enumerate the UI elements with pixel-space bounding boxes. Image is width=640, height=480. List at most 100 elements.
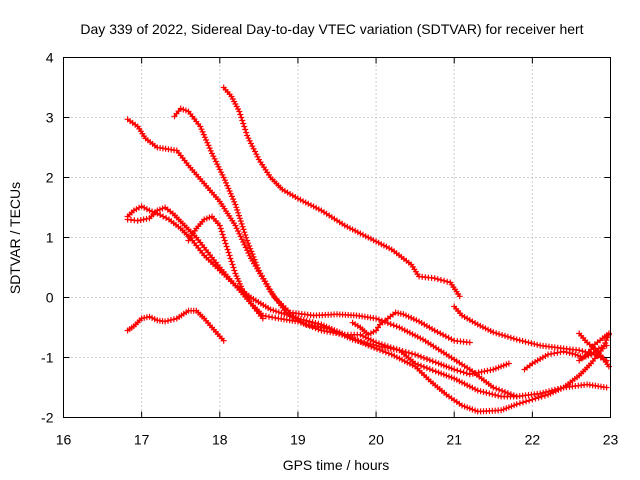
data-point (170, 316, 177, 323)
data-point (245, 240, 252, 247)
data-point (490, 329, 497, 336)
data-point (248, 248, 255, 255)
data-point (387, 344, 394, 351)
data-point (315, 320, 322, 327)
data-point (526, 397, 533, 404)
data-point (420, 363, 427, 370)
data-point (511, 402, 518, 409)
data-point (496, 386, 503, 393)
data-point (244, 132, 251, 139)
data-point (373, 315, 380, 322)
data-point (238, 114, 245, 121)
data-point (502, 332, 508, 339)
data-point (466, 339, 473, 346)
data-point (460, 369, 467, 376)
x-axis-label: GPS time / hours (283, 457, 390, 473)
data-point (218, 228, 225, 235)
data-point (220, 337, 227, 344)
data-point (496, 331, 503, 338)
data-point (242, 232, 249, 238)
data-point (529, 396, 536, 403)
data-point (237, 111, 244, 118)
data-point (221, 237, 228, 244)
series-layer (124, 84, 612, 415)
data-point (219, 171, 226, 178)
data-point (572, 351, 579, 358)
data-point (200, 131, 207, 138)
data-point (312, 325, 319, 332)
data-point (489, 391, 496, 398)
data-point (254, 264, 261, 271)
data-point (227, 190, 234, 197)
data-point (216, 166, 223, 173)
data-point (236, 212, 242, 219)
data-point (248, 140, 254, 147)
data-point (513, 336, 520, 343)
data-point (432, 368, 439, 375)
data-point (237, 218, 244, 225)
data-point (242, 244, 249, 251)
data-point (233, 204, 240, 211)
data-point (429, 367, 436, 374)
data-point (376, 316, 382, 323)
y-tick-label: 4 (46, 50, 54, 66)
data-point (275, 309, 282, 316)
data-point (560, 348, 567, 355)
data-point (360, 340, 366, 347)
data-point (432, 359, 439, 366)
data-point (235, 228, 241, 234)
data-point (205, 142, 212, 149)
data-point (238, 220, 245, 227)
data-point (469, 406, 476, 413)
data-point (207, 147, 214, 154)
data-point (547, 390, 554, 397)
data-point (204, 139, 211, 146)
data-point (237, 233, 244, 240)
data-point (233, 225, 240, 232)
data-point (415, 361, 422, 368)
data-point (376, 340, 382, 347)
data-point (253, 262, 260, 268)
data-point (510, 335, 517, 342)
data-point (254, 153, 261, 160)
data-point (513, 401, 520, 408)
data-point (247, 245, 254, 252)
data-point (423, 365, 430, 371)
data-point (563, 349, 570, 356)
data-point (211, 155, 218, 162)
y-axis-label: SDTVAR / TECUs (7, 182, 23, 294)
data-point (201, 134, 208, 141)
data-point (220, 174, 227, 181)
data-point (315, 326, 322, 333)
data-point (437, 277, 444, 283)
data-point (217, 225, 224, 232)
data-point (516, 337, 523, 344)
data-point (236, 108, 243, 115)
data-point (232, 201, 239, 208)
data-point (492, 392, 499, 398)
data-point (528, 340, 535, 347)
data-point (505, 360, 512, 367)
data-point (232, 222, 239, 229)
data-point (499, 332, 506, 338)
data-point (412, 360, 419, 367)
data-point (569, 350, 576, 357)
x-tick-label: 22 (525, 432, 541, 448)
y-tick-label: 2 (46, 170, 54, 186)
data-point (371, 344, 378, 351)
data-point (525, 339, 532, 346)
data-point (499, 387, 506, 394)
data-point (235, 209, 242, 216)
data-point (360, 333, 366, 339)
data-point (300, 320, 307, 327)
data-point (240, 239, 247, 245)
data-point (377, 347, 383, 353)
data-point (252, 259, 259, 266)
data-point (251, 256, 258, 263)
data-point (552, 388, 559, 395)
data-point (576, 347, 583, 354)
x-tick-label: 23 (603, 432, 619, 448)
data-point (165, 317, 171, 324)
data-point (241, 241, 248, 248)
